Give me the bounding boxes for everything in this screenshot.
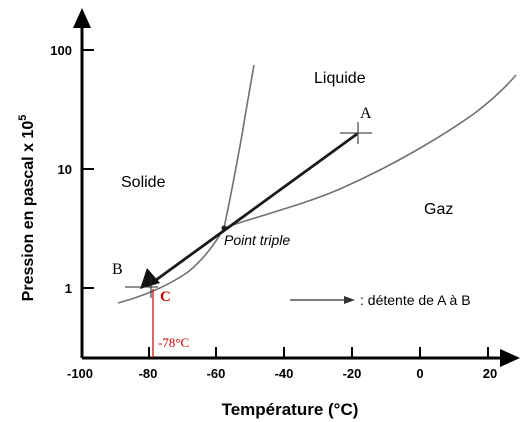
temperature-marker-label: -78°C	[158, 335, 189, 350]
x-tick-label: -100	[67, 366, 93, 381]
point-b-label: B	[112, 261, 123, 278]
y-axis-title-exponent: 5	[17, 115, 29, 121]
x-axis-arrow-icon	[500, 349, 520, 367]
y-tick-label-1: 1	[65, 281, 72, 296]
vaporization-curve	[223, 74, 517, 229]
sublimation-curve	[117, 227, 225, 304]
y-tick-label-10: 10	[58, 162, 72, 177]
x-tick-label: 0	[416, 366, 423, 381]
x-axis-title: Température (°C)	[222, 400, 359, 419]
region-liquid-label: Liquide	[314, 70, 366, 87]
expansion-arrowhead-icon	[140, 268, 160, 289]
region-gas-label: Gaz	[424, 201, 453, 218]
triple-point-label: Point triple	[224, 232, 290, 248]
point-a-label: A	[360, 105, 372, 122]
y-tick-label-100: 100	[50, 43, 72, 58]
x-tick-label: -80	[139, 366, 158, 381]
y-axis-title: Pression en pascal x 105	[17, 115, 37, 302]
legend-arrowhead-icon	[344, 296, 355, 304]
y-axis-title-text: Pression en pascal x 10	[20, 121, 37, 302]
expansion-arrow	[155, 132, 358, 282]
y-axis-arrow-icon	[73, 8, 91, 28]
legend-text: : détente de A à B	[360, 292, 471, 308]
x-tick-label: 20	[483, 366, 497, 381]
x-tick-label: -60	[207, 366, 226, 381]
x-tick-label: -40	[275, 366, 294, 381]
x-tick-label: -20	[343, 366, 362, 381]
point-c-label: C	[160, 289, 171, 305]
region-solid-label: Solide	[121, 174, 166, 191]
fusion-curve	[223, 64, 255, 229]
